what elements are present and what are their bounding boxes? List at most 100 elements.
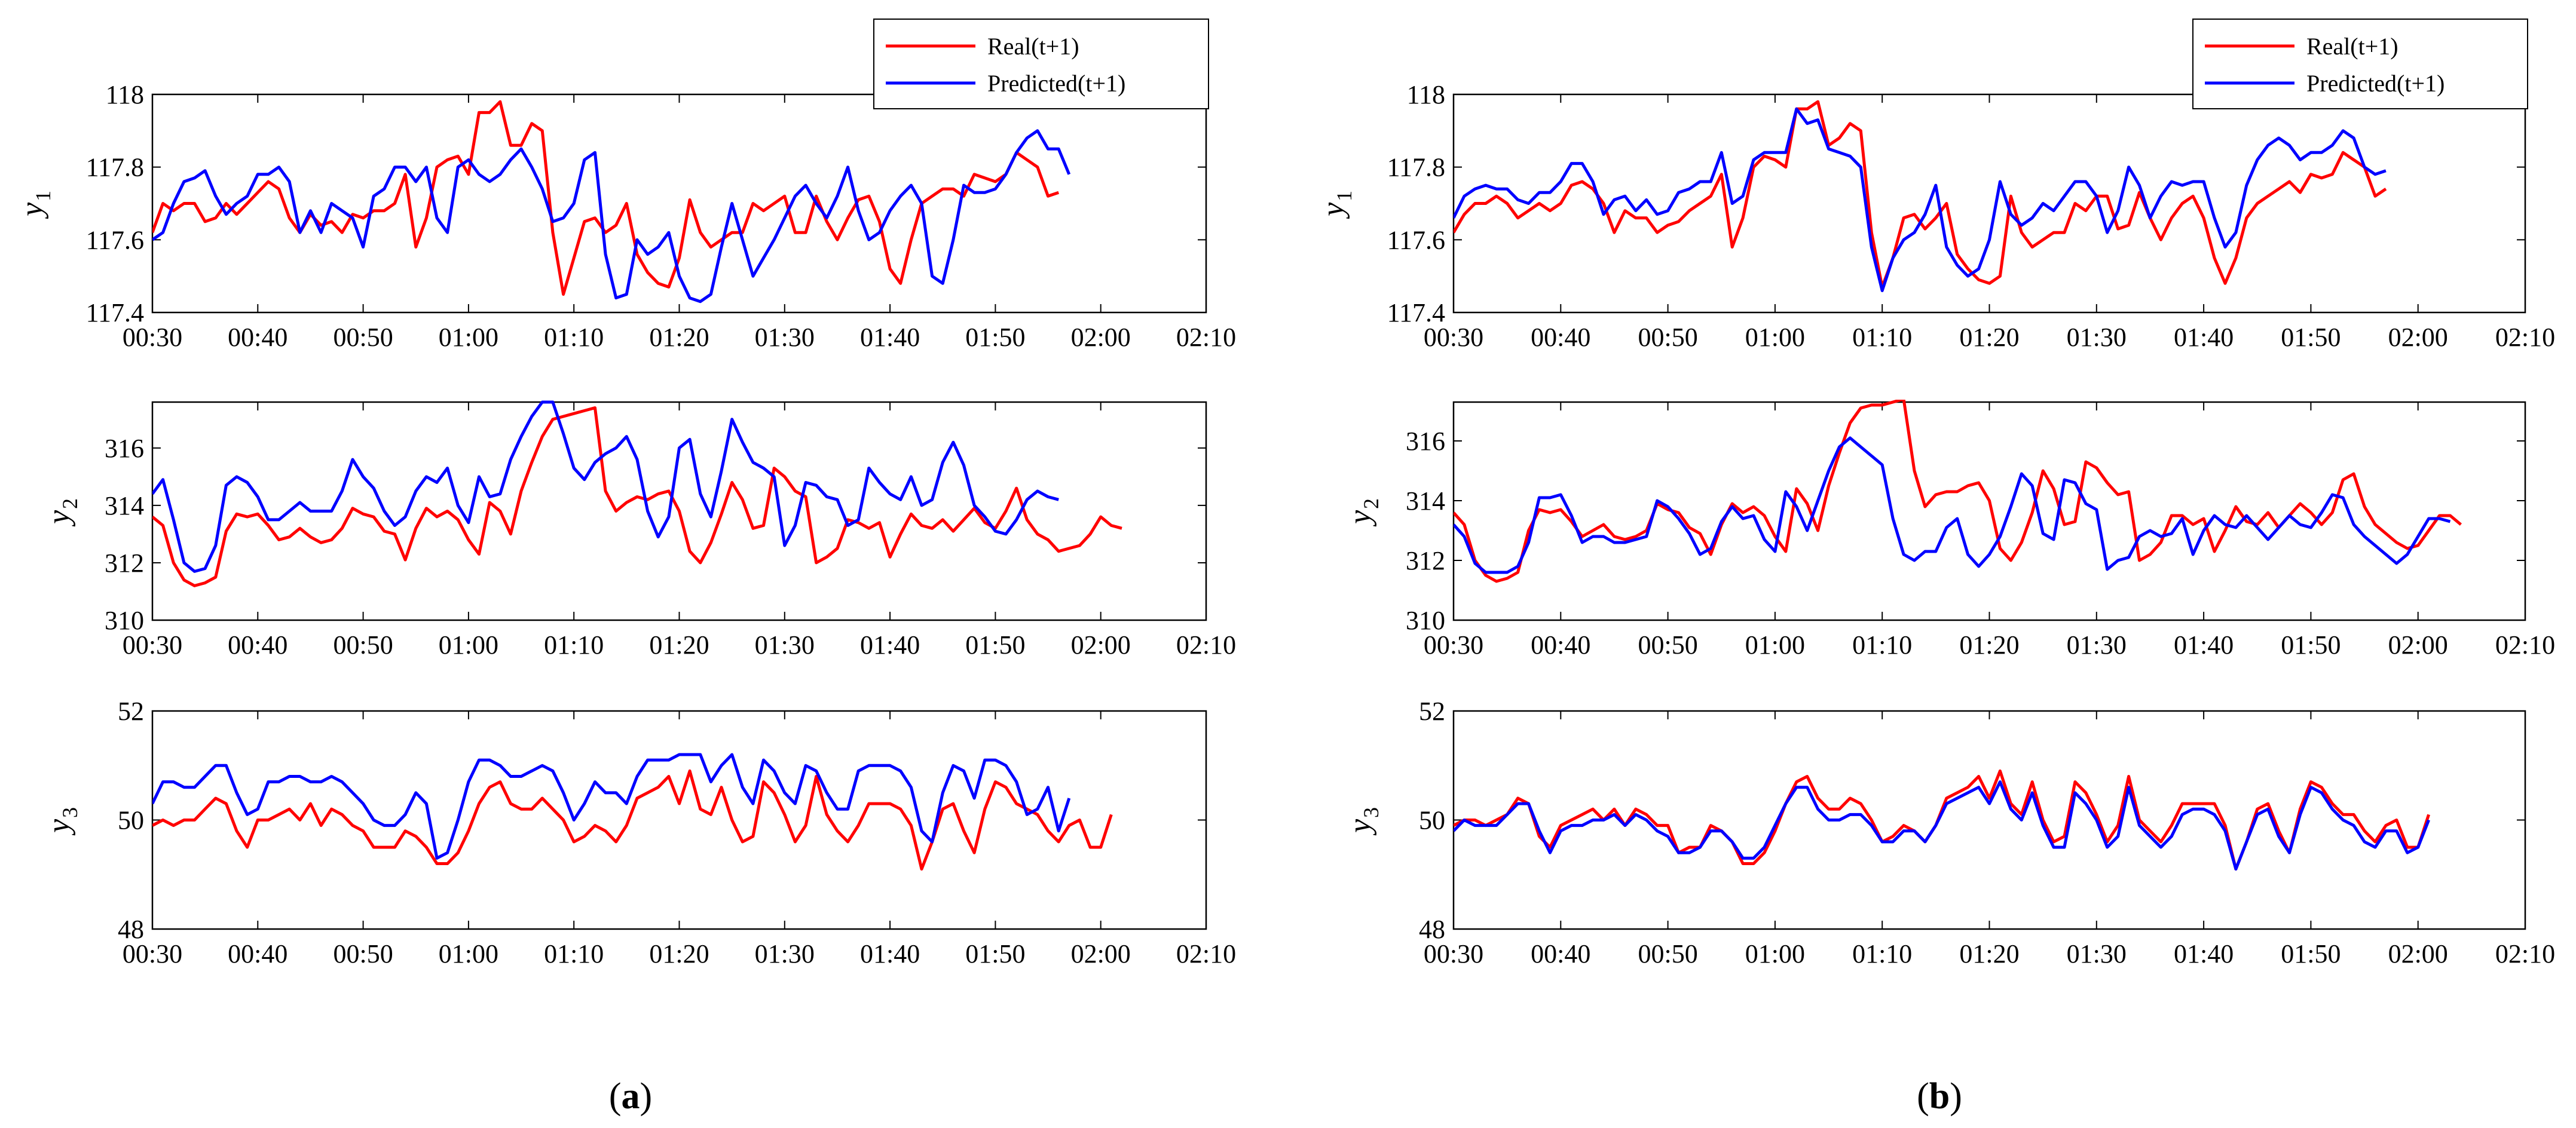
y-axis-label: y2 xyxy=(42,498,82,527)
chart-a-y3: 00:30 00:40 00:50 01:00 01:10 01:20 01:30 01:40… xyxy=(42,697,1236,968)
x-tick-label: 00:40 xyxy=(1531,323,1590,352)
y-axis-label: y1 xyxy=(15,191,55,219)
x-tick-label: 01:00 xyxy=(1745,630,1805,660)
axes-frame xyxy=(1452,93,2526,314)
y-tick-label: 50 xyxy=(118,806,144,835)
x-tick-label: 01:10 xyxy=(544,323,604,352)
y-axis-label: y3 xyxy=(42,807,82,836)
y-axis-label-main: y xyxy=(1343,510,1377,527)
x-tick-label: 01:10 xyxy=(544,939,604,968)
x-tick-label: 01:30 xyxy=(2067,323,2127,352)
legend: Real(t+1) Predicted(t+1) xyxy=(873,19,1209,109)
x-tick-label: 02:10 xyxy=(2495,630,2555,660)
y-tick-label: 316 xyxy=(105,434,144,463)
axes-frame xyxy=(151,710,1207,930)
y-tick-label: 117.4 xyxy=(86,298,144,327)
x-tick-label: 01:00 xyxy=(1745,939,1805,968)
x-tick-label: 01:40 xyxy=(2174,323,2234,352)
x-tick-label: 01:30 xyxy=(755,939,815,968)
legend-label: Predicted(t+1) xyxy=(2306,70,2445,97)
y-axis-label-main: y xyxy=(1316,202,1350,219)
chart-b-y2: 00:30 00:40 00:50 01:00 01:10 01:20 01:30 01:40… xyxy=(1343,400,2555,660)
x-tick-label: 00:50 xyxy=(333,323,393,352)
y-tick-label: 118 xyxy=(1407,80,1445,109)
x-tick-label: 01:20 xyxy=(1959,939,2019,968)
series-line-real xyxy=(152,769,1113,871)
x-tick-label: 01:20 xyxy=(1959,323,2019,352)
y-tick-label: 310 xyxy=(1406,606,1445,635)
y-axis-label-main: y xyxy=(15,202,49,219)
series-line-predicted xyxy=(1454,780,2430,871)
x-tick-label: 01:00 xyxy=(439,939,498,968)
y-tick-label: 117.6 xyxy=(1387,225,1445,255)
x-tick-label: 01:40 xyxy=(860,323,920,352)
y-axis-label-main: y xyxy=(42,819,76,836)
legend-box xyxy=(873,19,1209,109)
caption-a: (a) xyxy=(609,1076,652,1117)
x-tick-label: 01:10 xyxy=(544,630,604,660)
x-tick-label: 02:00 xyxy=(2388,630,2448,660)
x-tick-label: 01:30 xyxy=(755,323,815,352)
x-tick-label: 01:50 xyxy=(2281,939,2341,968)
y-tick-label: 118 xyxy=(106,80,144,109)
x-tick-label: 02:00 xyxy=(1071,323,1131,352)
x-tick-label: 01:40 xyxy=(2174,939,2234,968)
y-tick-label: 48 xyxy=(118,915,144,944)
y-axis-label-subscript: 2 xyxy=(58,498,82,509)
x-tick-label: 01:50 xyxy=(2281,323,2341,352)
x-tick-label: 00:40 xyxy=(1531,939,1590,968)
series-line-real xyxy=(1454,400,2462,583)
x-tick-label: 01:20 xyxy=(1959,630,2019,660)
series-line-predicted xyxy=(1454,436,2451,574)
chart-b-y3: 00:30 00:40 00:50 01:00 01:10 01:20 01:30 01:40… xyxy=(1343,697,2555,968)
y-tick-label: 52 xyxy=(1419,697,1445,726)
y-tick-label: 312 xyxy=(105,548,144,578)
y-axis-label-subscript: 1 xyxy=(1332,191,1356,201)
panels-layer: 00:30 00:40 00:50 01:00 01:10 01:20 01:30 01:40… xyxy=(15,19,2555,968)
x-tick-label: 00:50 xyxy=(1638,630,1697,660)
legend-label: Real(t+1) xyxy=(2306,33,2398,60)
chart-a-y2: 00:30 00:40 00:50 01:00 01:10 01:20 01:30 01:40… xyxy=(42,400,1236,660)
y-tick-label: 312 xyxy=(1406,546,1445,575)
legend: Real(t+1) Predicted(t+1) xyxy=(2192,19,2528,109)
x-tick-label: 01:30 xyxy=(2067,630,2127,660)
x-tick-label: 00:40 xyxy=(228,323,287,352)
y-axis-label-subscript: 2 xyxy=(1359,498,1383,509)
x-tick-label: 01:40 xyxy=(2174,630,2234,660)
series-line-predicted xyxy=(152,129,1071,304)
x-tick-label: 00:40 xyxy=(228,939,287,968)
y-tick-label: 316 xyxy=(1406,427,1445,456)
x-tick-label: 01:00 xyxy=(439,630,498,660)
x-tick-label: 00:30 xyxy=(1424,630,1483,660)
y-tick-label: 117.6 xyxy=(86,225,144,255)
x-tick-label: 01:10 xyxy=(1852,939,1912,968)
y-tick-label: 310 xyxy=(105,606,144,635)
x-tick-label: 01:40 xyxy=(860,630,920,660)
x-tick-label: 01:10 xyxy=(1852,630,1912,660)
x-tick-label: 02:00 xyxy=(1071,630,1131,660)
x-tick-label: 01:50 xyxy=(965,939,1025,968)
x-tick-label: 02:10 xyxy=(2495,939,2555,968)
axes-frame xyxy=(1452,710,2526,930)
y-tick-label: 314 xyxy=(105,491,144,520)
series-line-predicted xyxy=(152,400,1059,573)
axes-frame xyxy=(151,93,1207,314)
x-tick-label: 01:20 xyxy=(649,323,709,352)
y-tick-label: 117.4 xyxy=(1387,298,1445,327)
y-tick-label: 117.8 xyxy=(86,153,144,182)
x-tick-label: 01:20 xyxy=(649,630,709,660)
x-tick-label: 00:30 xyxy=(1424,323,1483,352)
y-axis-label-subscript: 3 xyxy=(58,807,82,818)
x-tick-label: 00:50 xyxy=(1638,939,1697,968)
y-axis-label: y3 xyxy=(1343,807,1383,836)
legend-box xyxy=(2192,19,2528,109)
y-axis-label-subscript: 3 xyxy=(1359,807,1383,818)
x-tick-label: 01:30 xyxy=(2067,939,2127,968)
series-line-predicted xyxy=(152,753,1071,860)
x-tick-label: 00:30 xyxy=(123,630,182,660)
x-tick-label: 02:00 xyxy=(2388,323,2448,352)
x-tick-label: 00:40 xyxy=(228,630,287,660)
x-tick-label: 01:00 xyxy=(439,323,498,352)
x-tick-label: 01:50 xyxy=(965,323,1025,352)
